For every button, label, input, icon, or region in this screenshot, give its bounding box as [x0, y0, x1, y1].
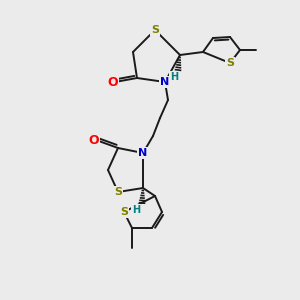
Text: S: S [151, 25, 159, 35]
Text: H: H [170, 72, 178, 82]
Text: O: O [89, 134, 99, 146]
Text: N: N [160, 77, 169, 87]
Text: S: S [226, 58, 234, 68]
Text: S: S [120, 207, 128, 217]
Text: S: S [114, 187, 122, 197]
Text: H: H [132, 205, 140, 215]
Text: O: O [108, 76, 118, 88]
Text: N: N [138, 148, 148, 158]
